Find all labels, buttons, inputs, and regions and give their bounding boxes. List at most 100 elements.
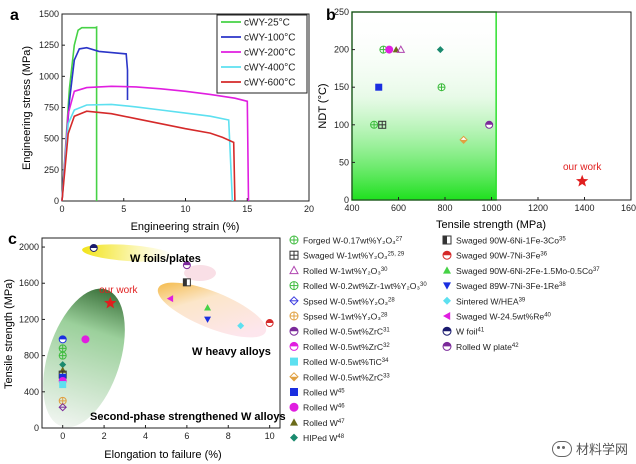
series-line-3 [61,103,234,202]
legend-marker-c-5 [289,311,299,321]
axes-b: 400 600 800 1000 1200 1400 1600 0 50 100 150 200 250 [334,7,636,213]
point-c-3 [182,278,191,287]
point-b-5 [396,45,406,53]
point-c-18 [59,381,67,389]
legend-marker-c-21 [442,341,452,351]
series-line-2 [61,85,250,202]
x-tick-label-0: 0 [60,431,65,441]
legend-label-0: cWY-25°C [244,18,290,29]
y-tick-label-0: 0 [54,196,59,206]
x-tick-label-2: 800 [437,203,452,213]
legend-label-c-12: Rolled W47 [303,418,345,428]
legend-marker-c-9 [289,372,299,382]
x-tick-label-5: 1400 [574,203,594,213]
our-work-label-b: our work [563,162,602,173]
point-b-1 [378,120,387,129]
legend-marker-c-18 [443,296,451,305]
x-tick-label-1: 600 [391,203,406,213]
x-tick-label-2: 4 [143,431,148,441]
scatter-points-b [370,45,589,187]
legend-label-c-14: Swaged 90W-6Ni-1Fe-3Co35 [456,236,566,246]
x-axis-label-c: Elongation to failure (%) [104,449,221,461]
legend-marker-c-0 [289,235,299,245]
legend-label-c-1: Swaged W-1wt%Y₂O₃25, 29 [303,251,405,261]
panel-c-strength-vs-elongation: c 0 2 4 6 8 10 0 400 800 1200 1600 2000 W foils/pla… [3,231,600,461]
legend-label-c-8: Rolled W-0.5wt%TiC34 [303,357,389,367]
point-c-13 [59,361,67,369]
y-tick-label-3: 150 [334,82,349,92]
point-c-0 [89,243,98,252]
legend-marker-c-4 [289,296,299,306]
y-tick-label-0: 0 [344,195,349,205]
panel-a-stress-strain: a 0 5 10 15 20 0 250 500 750 1000 1250 1500 cWY-25°… [10,7,314,233]
y-tick-label-2: 500 [44,134,59,144]
y-axis-label-a: Engineering stress (MPa) [21,46,33,170]
y-tick-label-5: 2000 [19,242,39,252]
x-tick-label-4: 8 [226,431,231,441]
point-b-10 [485,120,494,129]
y-tick-label-4: 1000 [39,71,59,81]
legend-label-1: cWY-100°C [244,33,295,44]
point-c-20 [58,402,67,412]
legend-marker-c-20 [442,326,452,336]
legend-marker-c-1 [289,250,299,260]
legend-label-c-13: HIPed W48 [303,433,345,443]
region-second-phase [43,288,125,428]
y-tick-label-4: 200 [334,45,349,55]
legend-label-3: cWY-400°C [244,63,295,74]
panel-label-a: a [10,7,19,24]
legend-label-c-0: Forged W-0.17wt%Y₂O₃27 [303,236,403,246]
x-tick-label-5: 10 [265,431,275,441]
point-b-3 [385,45,394,54]
x-tick-label-1: 5 [121,204,126,214]
series-line-4 [61,110,236,202]
scatter-points-c [58,243,274,412]
legend-marker-c-17 [443,282,451,290]
legend-label-c-16: Swaged 90W-6Ni-2Fe-1.5Mo-0.5Co37 [456,266,600,276]
x-tick-label-3: 1000 [481,203,501,213]
point-c-8 [265,319,274,328]
legend-label-c-15: Swaged 90W-7Ni-3Fe36 [456,251,548,261]
legend-marker-c-12 [290,418,298,426]
wechat-icon [551,440,572,457]
legend-label-c-11: Rolled W46 [303,403,345,413]
legend-label-2: cWY-200°C [244,48,295,59]
point-c-11 [58,344,67,353]
x-tick-label-0: 400 [344,203,359,213]
y-tick-label-2: 100 [334,120,349,130]
panel-label-b: b [326,7,336,24]
legend-a: cWY-25°C cWY-100°C cWY-200°C cWY-400°C cWY-6… [216,14,308,94]
panel-label-c: c [8,231,17,248]
legend-label-c-6: Rolled W-0.5wt%ZrC31 [303,327,390,337]
y-tick-label-1: 250 [44,165,59,175]
point-c-6 [204,316,212,323]
y-axis-label-b: NDT (°C) [317,83,329,128]
x-tick-label-3: 15 [242,204,252,214]
legend-label-c-20: W foil41 [456,327,485,337]
y-tick-label-3: 1200 [19,314,39,324]
point-c-7 [237,322,245,330]
x-tick-label-4: 20 [304,204,314,214]
x-tick-label-6: 1600 [621,203,636,213]
point-c-10 [58,335,67,344]
y-tick-label-5: 250 [334,7,349,17]
point-b-9 [459,135,468,145]
x-tick-label-1: 2 [102,431,107,441]
x-tick-label-0: 0 [59,204,64,214]
y-tick-label-2: 800 [24,351,39,361]
legend-label-c-19: Swaged W-24.5wt%Re40 [456,312,552,322]
ductile-region-b [351,11,497,201]
y-tick-label-1: 400 [24,387,39,397]
region-label-heavy: W heavy alloys [192,346,271,358]
region-w-heavy-alloys [157,282,267,338]
legend-label-c-21: Rolled W plate42 [456,342,519,352]
legend-c: Forged W-0.17wt%Y₂O₃27 Swaged W-1wt%Y₂O₃2… [289,235,600,443]
point-b-8 [437,83,446,92]
point-c-12 [58,351,67,360]
y-tick-label-1: 50 [339,157,349,167]
point-c-4 [166,295,174,303]
point-b-0 [370,120,379,129]
region-label-foils: W foils/plates [130,253,201,265]
legend-label-c-5: Spsed W-1wt%Y₂O₃28 [303,312,388,322]
